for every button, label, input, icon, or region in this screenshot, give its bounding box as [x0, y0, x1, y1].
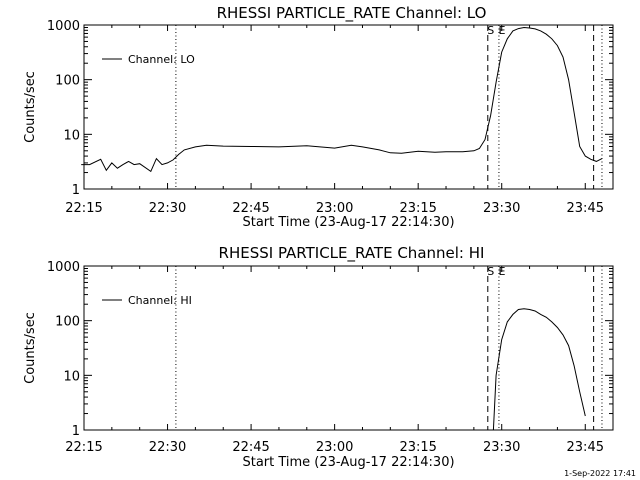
y-tick-label: 100	[55, 74, 80, 89]
y-axis-label: Counts/sec	[23, 312, 38, 384]
chart-panel-lo: RHESSI PARTICLE_RATE Channel: LO 22:15 22:…	[23, 4, 614, 230]
x-tick-label: 22:30	[149, 440, 186, 455]
data-series-line	[492, 308, 586, 431]
plot-frame	[83, 24, 614, 190]
y-tick-label: 1	[72, 424, 80, 439]
x-tick-label: 22:45	[232, 440, 269, 455]
legend-label: Channel: LO	[128, 53, 195, 66]
chart-title: RHESSI PARTICLE_RATE Channel: LO	[217, 4, 487, 23]
x-tick-label: 23:30	[483, 201, 520, 216]
x-tick-label: 23:00	[316, 440, 353, 455]
y-tick-label: 1	[72, 183, 80, 198]
x-tick-label: 23:15	[399, 201, 436, 216]
x-tick-label: 23:15	[399, 440, 436, 455]
x-tick-label: 22:15	[65, 201, 102, 216]
legend-label: Channel: HI	[128, 294, 192, 307]
y-tick-label: 10	[63, 369, 80, 384]
marker-label: E	[498, 24, 505, 37]
y-tick-label: 1000	[47, 260, 80, 275]
chart-panel-hi: RHESSI PARTICLE_RATE Channel: HI 22:15 22:…	[23, 244, 614, 470]
x-axis-label: Start Time (23-Aug-17 22:14:30)	[242, 455, 454, 470]
marker-label: S	[487, 24, 494, 37]
chart-title: RHESSI PARTICLE_RATE Channel: HI	[219, 244, 485, 263]
data-series-line	[81, 26, 603, 173]
x-tick-label: 23:45	[567, 201, 604, 216]
y-tick-label: 1000	[47, 19, 80, 34]
x-tick-label: 23:30	[483, 440, 520, 455]
x-tick-label: 22:45	[232, 201, 269, 216]
y-tick-label: 10	[63, 128, 80, 143]
plot-frame	[83, 265, 614, 431]
x-tick-label: 23:45	[567, 440, 604, 455]
marker-label: S	[487, 265, 494, 278]
footer-timestamp: 1-Sep-2022 17:41	[564, 469, 636, 478]
y-axis-label: Counts/sec	[23, 71, 38, 143]
marker-label: E	[498, 265, 505, 278]
x-tick-label: 23:00	[316, 201, 353, 216]
x-tick-label: 22:30	[149, 201, 186, 216]
y-tick-label: 100	[55, 315, 80, 330]
x-tick-label: 22:15	[65, 440, 102, 455]
x-axis-label: Start Time (23-Aug-17 22:14:30)	[242, 215, 454, 230]
